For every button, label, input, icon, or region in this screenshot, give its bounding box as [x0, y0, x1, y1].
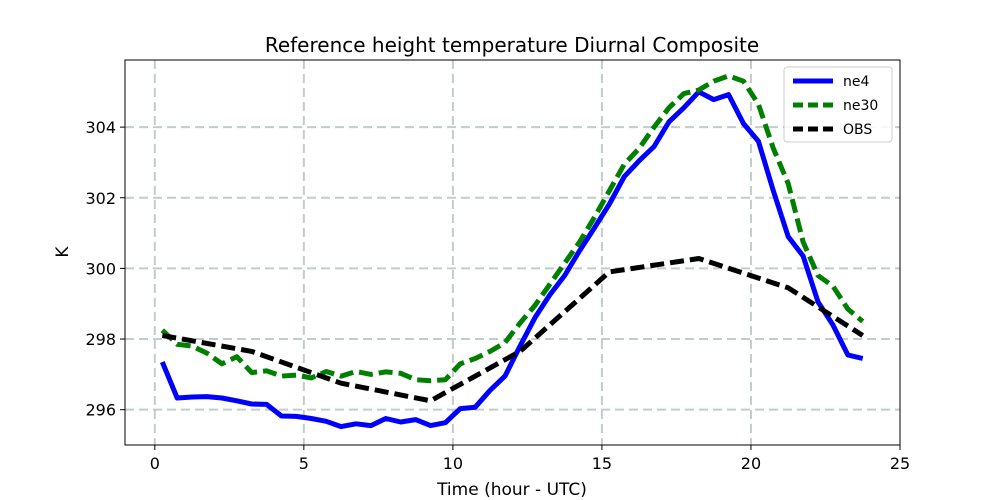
series-line-ne4 [159, 89, 864, 430]
legend-box [783, 66, 893, 143]
y-axis-title: K [53, 246, 73, 258]
legend-label-ne4: ne4 [843, 74, 869, 90]
series-line-obs [161, 256, 865, 404]
grid [125, 60, 900, 445]
x-tick-label: 15 [592, 454, 612, 473]
y-tick-label: 302 [85, 189, 116, 208]
y-tick-label: 298 [85, 330, 116, 349]
chart-title: Reference height temperature Diurnal Com… [265, 33, 759, 57]
plot-frame [124, 59, 901, 446]
legend-label-obs: OBS [843, 122, 872, 138]
x-axis: 0 5 10 15 20 25 [150, 445, 910, 473]
y-tick-label: 300 [85, 259, 116, 278]
x-tick-label: 20 [741, 454, 761, 473]
x-tick-label: 25 [890, 454, 910, 473]
series-line-ne30 [160, 73, 865, 384]
y-tick-label: 304 [85, 118, 116, 137]
x-axis-title: Time (hour - UTC) [436, 480, 587, 500]
x-tick-label: 5 [299, 454, 309, 473]
x-tick-label: 0 [150, 454, 160, 473]
y-axis: 296 298 300 302 304 [85, 118, 125, 420]
legend: ne4 ne30 OBS [783, 66, 893, 143]
series-layer [159, 73, 865, 430]
legend-label-ne30: ne30 [843, 98, 878, 114]
x-tick-label: 10 [443, 454, 463, 473]
y-tick-label: 296 [85, 401, 116, 420]
